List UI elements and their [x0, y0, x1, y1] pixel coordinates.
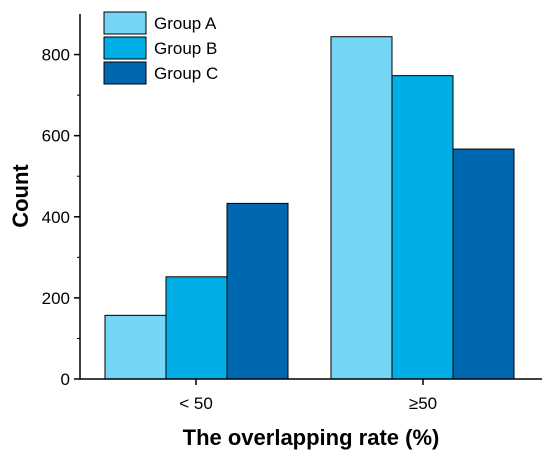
y-tick-label: 0: [61, 370, 70, 389]
legend-swatch: [103, 61, 147, 85]
axes-layer: [79, 14, 542, 380]
legend-label: Group C: [154, 64, 218, 83]
legend-label: Group B: [154, 39, 217, 58]
bar-group-b-1: [165, 276, 228, 380]
bar-group-c-1: [226, 202, 289, 380]
legend-swatch: [103, 36, 147, 60]
x-ticks: < 50 ≥50: [179, 379, 437, 413]
y-ticks: 0 200 400 600 800: [42, 46, 80, 389]
legend-label: Group A: [154, 14, 217, 33]
y-tick-label: 600: [42, 127, 70, 146]
y-tick-label: 200: [42, 289, 70, 308]
legend: Group A Group B Group C: [103, 11, 218, 85]
bar-group-b-2: [391, 75, 454, 380]
bar-group-a-2: [330, 36, 393, 380]
legend-swatch: [103, 11, 147, 35]
y-tick-label: 400: [42, 208, 70, 227]
y-axis-title: Count: [8, 164, 33, 228]
x-axis-title: The overlapping rate (%): [183, 425, 440, 450]
x-tick-label: < 50: [179, 394, 213, 413]
bars-layer: [104, 36, 515, 380]
bar-group-a-1: [104, 314, 167, 380]
x-tick-label: ≥50: [409, 394, 437, 413]
y-tick-label: 800: [42, 46, 70, 65]
bar-group-c-2: [452, 148, 515, 380]
